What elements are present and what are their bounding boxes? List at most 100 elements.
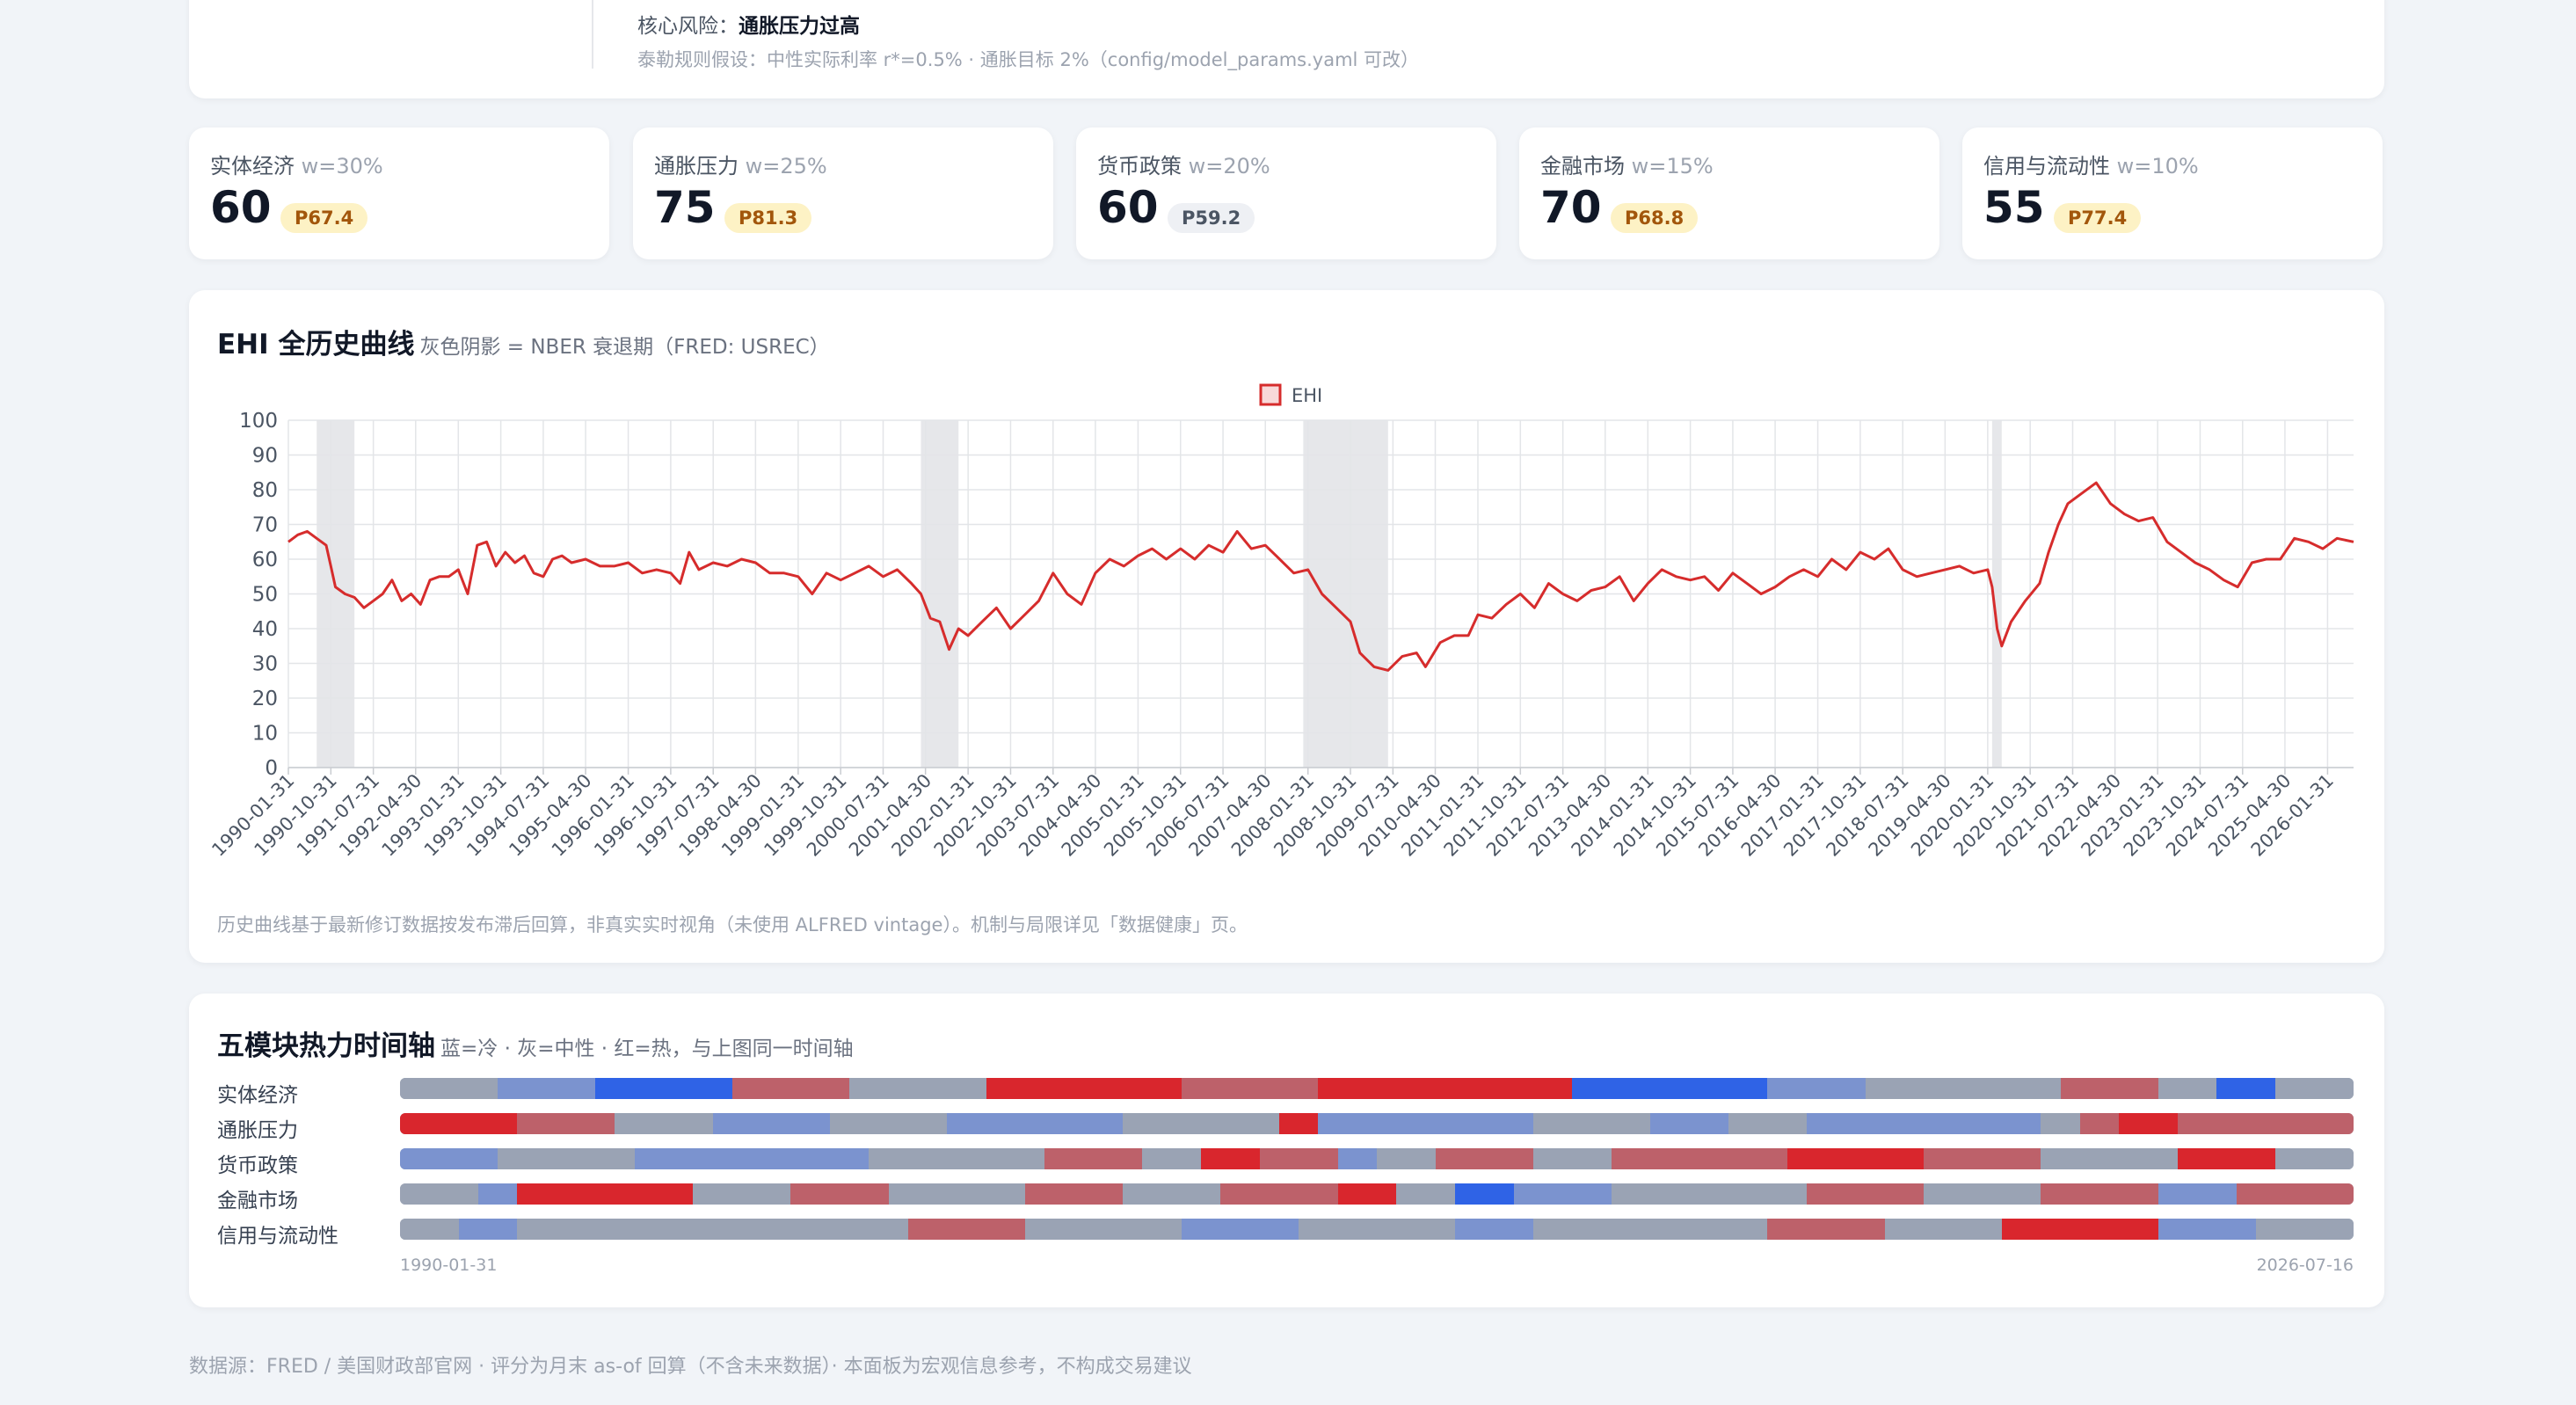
heatmap-segment [829,1113,949,1134]
heatmap-segment [1650,1219,1769,1240]
module-score: 75 [654,182,716,233]
heatmap-segment [1513,1183,1612,1205]
summary-card: 核心风险：通胀压力过高 泰勒规则假设：中性实际利率 r*=0.5% · 通胀目标… [189,0,2384,98]
heatmap-segment [2275,1148,2354,1169]
summary-divider [592,0,593,69]
heatmap-segment [1884,1219,2004,1240]
heatmap-row-label: 信用与流动性 [217,1225,338,1248]
heatmap-segment [1201,1148,1261,1169]
y-tick-label: 0 [265,757,278,780]
heatmap-end-date: 2026-07-16 [2256,1256,2354,1275]
ehi-chart-title: EHI 全历史曲线 灰色阴影 = NBER 衰退期（FRED: USREC） [217,329,830,360]
heatmap-segment [400,1078,499,1099]
module-name: 通胀压力 [654,154,739,178]
heatmap-row-label: 通胀压力 [217,1119,298,1142]
module-weight: w=25% [745,154,827,178]
heatmap-segment [1377,1148,1437,1169]
percentile-badge: P68.8 [1611,203,1699,233]
heatmap-segment [1299,1219,1456,1240]
heatmap-segment [1532,1113,1652,1134]
heatmap-segment [400,1219,460,1240]
y-tick-label: 80 [252,479,278,502]
module-weight: w=15% [1631,154,1714,178]
heatmap-segment [595,1078,733,1099]
heatmap-segment [2255,1219,2354,1240]
module-name: 实体经济 [210,154,295,178]
heatmap-segment [712,1113,831,1134]
y-tick-label: 60 [252,549,278,571]
heatmap-segment [1767,1219,1886,1240]
y-tick-label: 50 [252,584,278,607]
heatmap-segment [2216,1078,2277,1099]
heatmap-segment [517,1113,616,1134]
ehi-series-line [287,481,2354,672]
heatmap-segment [1532,1219,1652,1240]
heatmap-segment [517,1219,636,1240]
core-risk-value: 通胀压力过高 [739,15,860,38]
heatmap-row-credit-liquidity[interactable] [400,1219,2354,1240]
heatmap-segment [2041,1113,2082,1134]
module-score: 70 [1540,182,1602,233]
footer-disclaimer: 数据源：FRED / 美国财政部官网 · 评分为月末 as-of 回算（不含未来… [189,1356,1192,1378]
heatmap-segment [1611,1148,1788,1169]
heatmap-segment [1454,1183,1515,1205]
heatmap-segment [498,1078,597,1099]
y-tick-label: 70 [252,514,278,537]
heatmap-segment [615,1113,714,1134]
heatmap-title: 五模块热力时间轴 蓝=冷 · 灰=中性 · 红=热，与上图同一时间轴 [217,1030,854,1062]
heatmap-segment [2275,1078,2354,1099]
y-tick-label: 40 [252,618,278,641]
module-score: 60 [1097,182,1159,233]
heatmap-segment [2178,1113,2354,1134]
heatmap-segment [477,1183,519,1205]
heatmap-segment [1532,1148,1612,1169]
y-tick-label: 90 [252,445,278,468]
heatmap-row-monetary[interactable] [400,1148,2354,1169]
module-card-monetary[interactable]: 货币政策 w=20% 60 P59.2 [1076,127,1496,259]
heatmap-segment [1806,1183,1925,1205]
heatmap-segment [400,1183,479,1205]
heatmap-segment [1924,1148,2042,1169]
heatmap-segment [1123,1113,1280,1134]
heatmap-segment [1181,1078,1320,1099]
y-tick-label: 20 [252,688,278,710]
heatmap-segment [849,1078,987,1099]
module-card-financial-market[interactable]: 金融市场 w=15% 70 P68.8 [1519,127,1939,259]
taylor-rule-note: 泰勒规则假设：中性实际利率 r*=0.5% · 通胀目标 2%（config/m… [637,49,1420,70]
heatmap-start-date: 1990-01-31 [400,1256,498,1275]
module-card-inflation[interactable]: 通胀压力 w=25% 75 P81.3 [633,127,1053,259]
heatmap-segment [888,1183,1027,1205]
heatmap-segment [1181,1219,1300,1240]
heatmap-segment [986,1078,1182,1099]
heatmap-segment [751,1219,909,1240]
heatmap-segment [1767,1078,1867,1099]
heatmap-row-financial-market[interactable] [400,1183,2354,1205]
heatmap-segment [1123,1183,1222,1205]
ehi-line-chart[interactable]: 01020304050607080901001990-01-311990-10-… [189,290,2384,906]
heatmap-segment [1786,1148,1925,1169]
module-weight: w=30% [301,154,383,178]
percentile-badge: P81.3 [724,203,812,233]
heatmap-segment [1454,1219,1534,1240]
heatmap-segment [1924,1183,2042,1205]
heatmap-segment [1572,1078,1769,1099]
heatmap-segment [2158,1219,2257,1240]
heatmap-segment [2158,1183,2238,1205]
heatmap-segment [1318,1078,1574,1099]
core-risk: 核心风险：通胀压力过高 [637,9,860,39]
heatmap-segment [693,1183,792,1205]
heatmap-segment [947,1113,1124,1134]
module-card-real-economy[interactable]: 实体经济 w=30% 60 P67.4 [189,127,609,259]
heatmap-segment [1259,1148,1339,1169]
heatmap-row-real-economy[interactable] [400,1078,2354,1099]
y-tick-label: 30 [252,653,278,676]
heatmap-row-inflation[interactable] [400,1113,2354,1134]
heatmap-segment [498,1148,636,1169]
percentile-badge: P59.2 [1168,203,1255,233]
module-card-credit-liquidity[interactable]: 信用与流动性 w=10% 55 P77.4 [1962,127,2383,259]
heatmap-row-label: 货币政策 [217,1154,298,1177]
heatmap-segment [1435,1148,1534,1169]
module-weight: w=10% [2116,154,2199,178]
heatmap-segment [517,1183,695,1205]
legend-label[interactable]: EHI [1292,385,1322,406]
